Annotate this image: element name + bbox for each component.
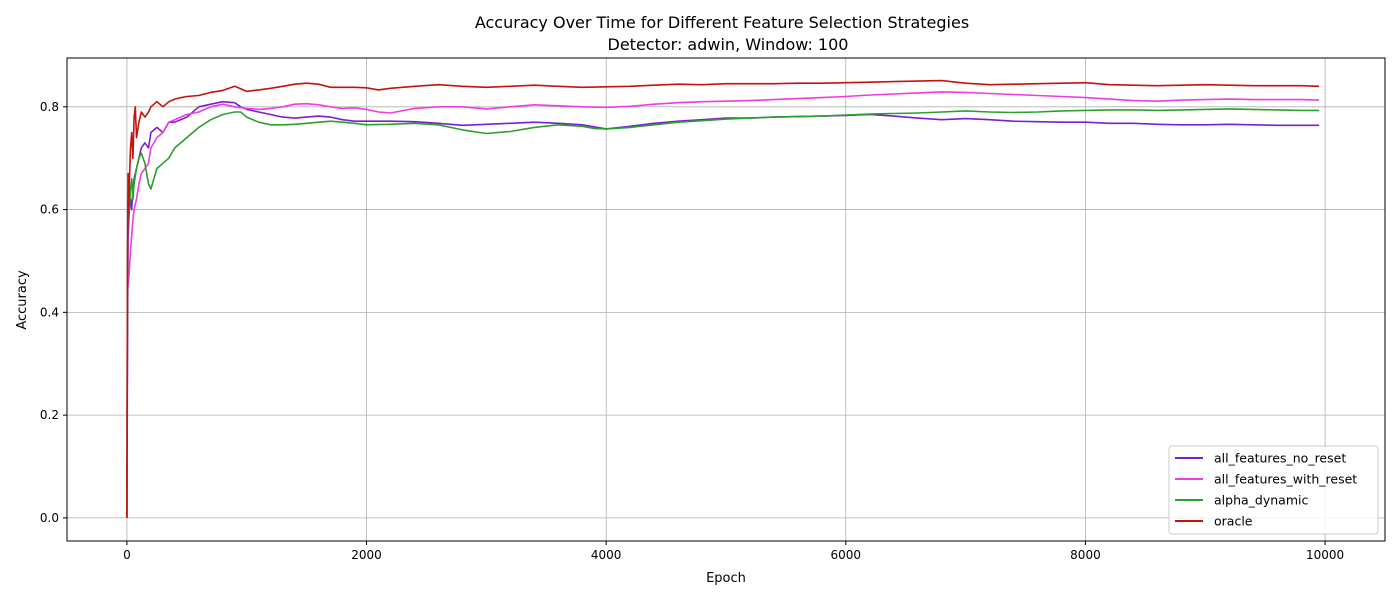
series-line-all_features_with_reset xyxy=(126,91,1320,518)
grid xyxy=(67,58,1385,541)
series-line-oracle xyxy=(126,79,1320,518)
series-line-alpha_dynamic xyxy=(126,108,1320,518)
x-axis-label: Epoch xyxy=(706,571,746,586)
legend-label: oracle xyxy=(1214,514,1253,529)
x-tick-label: 0 xyxy=(123,548,131,562)
legend-box xyxy=(1168,445,1379,535)
legend-label: all_features_with_reset xyxy=(1214,472,1357,487)
x-tick-label: 8000 xyxy=(1070,548,1101,562)
legend-label: all_features_no_reset xyxy=(1214,451,1346,466)
x-axis-ticks: 0 2000 4000 6000 8000 10000 xyxy=(123,541,1344,562)
series-line-all_features_no_reset xyxy=(126,100,1320,518)
x-tick-label: 6000 xyxy=(831,548,862,562)
series-lines xyxy=(126,79,1320,518)
x-tick-label: 10000 xyxy=(1306,548,1344,562)
x-tick-label: 4000 xyxy=(591,548,622,562)
legend-label: alpha_dynamic xyxy=(1214,493,1308,508)
y-tick-label: 0.6 xyxy=(40,203,59,217)
y-tick-label: 0.4 xyxy=(40,305,59,319)
axes xyxy=(66,57,1386,542)
y-tick-label: 0.8 xyxy=(40,100,59,114)
plot-area-frame xyxy=(66,57,1386,542)
legend: all_features_no_reset all_features_with_r… xyxy=(1168,445,1379,535)
y-axis-label: Accuracy xyxy=(15,270,30,330)
chart-subtitle: Detector: adwin, Window: 100 xyxy=(608,35,849,54)
y-tick-label: 0.2 xyxy=(40,408,59,422)
x-tick-label: 2000 xyxy=(351,548,382,562)
chart-title: Accuracy Over Time for Different Feature… xyxy=(475,13,969,32)
y-axis-ticks: 0.0 0.2 0.4 0.6 0.8 xyxy=(40,100,67,525)
y-tick-label: 0.0 xyxy=(40,511,59,525)
